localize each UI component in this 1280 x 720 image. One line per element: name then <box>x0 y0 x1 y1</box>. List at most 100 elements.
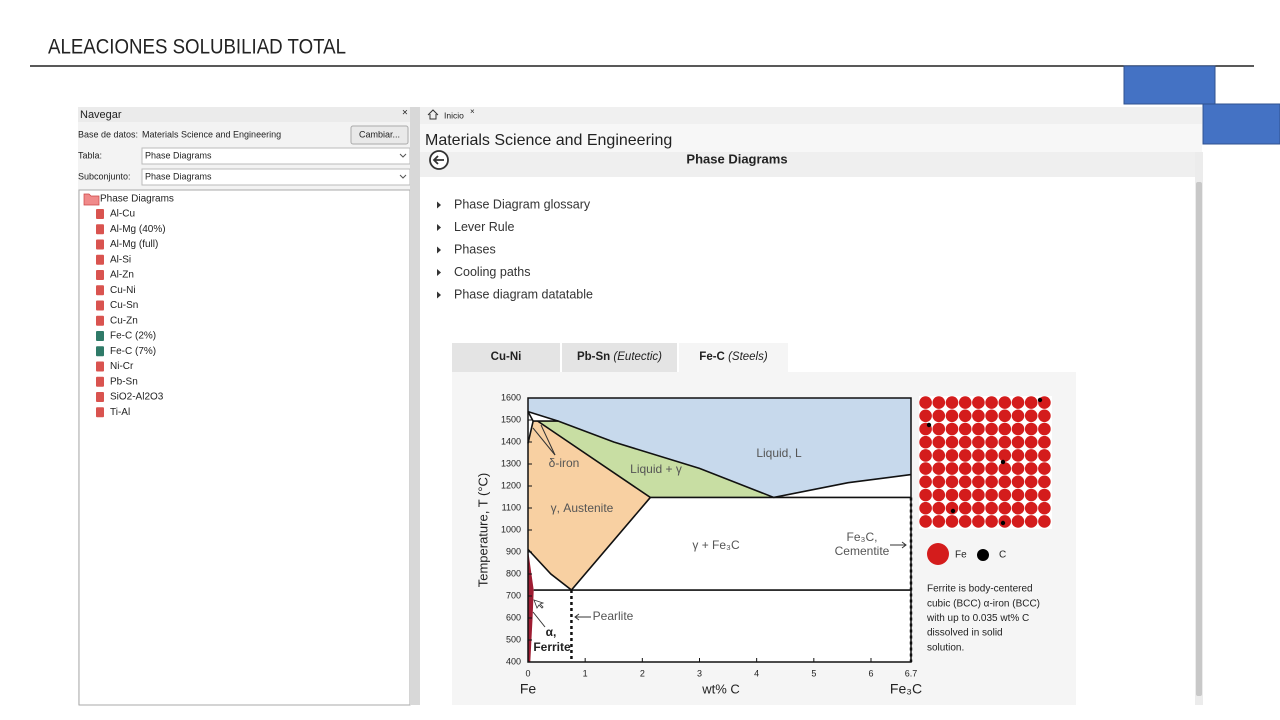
fe-atom <box>1024 409 1038 423</box>
x-tick-label: 0 <box>525 668 530 678</box>
x-tick-label: 1 <box>583 668 588 678</box>
tab-label[interactable]: Inicio <box>444 110 464 120</box>
link[interactable]: Cooling paths <box>454 265 530 279</box>
region-label: Ferrite <box>533 640 571 654</box>
x-tick-label: 5 <box>811 668 816 678</box>
fe-atom <box>985 475 998 489</box>
tree-item[interactable]: Cu-Zn <box>110 315 138 326</box>
tree-item[interactable]: SiO2-Al2O3 <box>110 392 164 403</box>
expander[interactable] <box>437 201 441 209</box>
tree-item[interactable]: Fe-C (2%) <box>110 331 156 342</box>
description-line: dissolved in solid <box>927 628 1003 639</box>
tab[interactable] <box>679 343 788 372</box>
tab-label[interactable]: Fe-C (Steels) <box>699 351 768 363</box>
fe-atom <box>985 435 998 449</box>
title-bar <box>420 124 1202 152</box>
c-atom <box>950 508 956 514</box>
region-label: γ + Fe₃C <box>692 538 740 552</box>
tab-label[interactable]: Pb-Sn (Eutectic) <box>577 351 662 363</box>
fe-atom <box>985 488 998 502</box>
tab-note[interactable]: (Eutectic) <box>613 351 662 363</box>
tree-item[interactable]: Al-Cu <box>110 209 135 220</box>
deco-block <box>1123 65 1216 105</box>
fe-atom <box>1024 501 1038 515</box>
c-atom <box>926 422 932 428</box>
tree-item[interactable]: Al-Zn <box>110 270 134 281</box>
tab[interactable] <box>562 343 677 372</box>
region-label: Liquid, L <box>756 446 802 460</box>
c-atom <box>1037 397 1043 403</box>
link[interactable]: Phases <box>454 242 496 256</box>
tab-name[interactable]: Cu-Ni <box>491 351 522 363</box>
link[interactable]: Phase diagram datatable <box>454 287 593 301</box>
fe-atom <box>1038 475 1051 489</box>
annotations: Liquid, L Liquid + γ δ-iron γ, Austenite… <box>532 424 907 654</box>
y-tick-label: 1300 <box>501 458 521 468</box>
tab-close[interactable]: × <box>470 107 475 116</box>
change-button[interactable] <box>350 125 409 145</box>
link[interactable]: Lever Rule <box>454 220 514 234</box>
fe-atom <box>919 396 932 409</box>
tree-item[interactable]: Al-Mg (full) <box>110 239 158 250</box>
tab[interactable] <box>452 343 560 372</box>
lattice <box>919 396 1051 528</box>
y-tick-label: 700 <box>506 590 521 600</box>
fe-atom <box>932 462 946 475</box>
tab-name[interactable]: Fe-C <box>699 351 725 363</box>
tree-item[interactable]: Pb-Sn <box>110 376 138 387</box>
expander[interactable] <box>437 246 441 254</box>
fe-atom <box>985 462 998 475</box>
tree-item[interactable]: Ni-Cr <box>110 361 134 372</box>
tab-label[interactable]: Cu-Ni <box>491 351 522 363</box>
fe-atom <box>945 515 959 528</box>
file-icon <box>96 209 104 219</box>
expander[interactable] <box>437 224 441 231</box>
fe-atom <box>998 409 1012 423</box>
scroll-thumb[interactable] <box>1196 182 1202 696</box>
fe-atom <box>945 396 959 409</box>
x-tick-label: 2 <box>640 668 645 678</box>
tree-item[interactable]: Al-Si <box>110 254 131 265</box>
tree-root[interactable]: Phase Diagrams <box>100 194 174 205</box>
fe-atom <box>972 515 985 528</box>
tree-item[interactable]: Cu-Sn <box>110 300 138 311</box>
fe-atom <box>1024 488 1038 502</box>
description-line: with up to 0.035 wt% C <box>926 613 1029 624</box>
fe-atom <box>932 435 946 449</box>
fe-atom <box>932 501 946 515</box>
fe-atom <box>998 422 1012 436</box>
tree-item[interactable]: Fe-C (7%) <box>110 346 156 357</box>
y-tick-label: 1600 <box>501 392 521 402</box>
expander[interactable] <box>437 269 441 276</box>
fe-atom <box>1038 488 1051 502</box>
fe-atom <box>919 501 932 515</box>
phase-diagram: 4005006007008009001000110012001300140015… <box>501 392 917 678</box>
leader <box>532 427 556 456</box>
expander[interactable] <box>437 291 441 299</box>
fe-atom <box>998 488 1012 502</box>
file-icon <box>96 285 104 296</box>
phase-region <box>537 421 774 498</box>
home-icon[interactable] <box>427 109 439 120</box>
tree-item[interactable]: Ti-Al <box>110 407 130 418</box>
fe-atom <box>945 409 959 423</box>
leader <box>532 611 546 628</box>
legend-label: Fe <box>955 550 967 561</box>
field-value: Materials Science and Engineering <box>142 129 281 139</box>
description-line: cubic (BCC) α-iron (BCC) <box>927 598 1040 609</box>
tree-item[interactable]: Cu-Ni <box>110 285 136 296</box>
fe-atom <box>932 488 946 502</box>
nav-close[interactable]: × <box>402 108 408 119</box>
select-value[interactable]: Phase Diagrams <box>145 150 212 160</box>
tab-note[interactable]: (Steels) <box>728 351 768 363</box>
button-label[interactable]: Cambiar... <box>359 129 400 139</box>
tab-name[interactable]: Pb-Sn <box>577 351 610 363</box>
tree-item[interactable]: Al-Mg (40%) <box>110 224 166 235</box>
legend-c <box>977 549 989 561</box>
arrow <box>574 613 591 621</box>
splitter <box>410 107 420 705</box>
y-tick-label: 1000 <box>501 524 521 534</box>
link[interactable]: Phase Diagram glossary <box>454 197 591 211</box>
select-value[interactable]: Phase Diagrams <box>145 171 212 181</box>
deco-block <box>1202 103 1280 145</box>
